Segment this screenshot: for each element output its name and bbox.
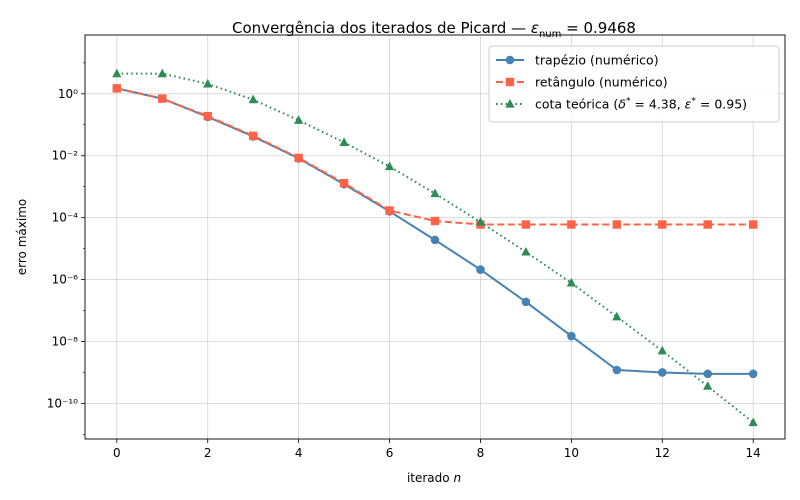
data-point [248, 94, 258, 104]
data-point [521, 246, 531, 256]
data-point [657, 368, 667, 377]
data-point [385, 206, 394, 215]
data-point [203, 78, 213, 88]
series-line [116, 72, 754, 424]
data-point [112, 84, 122, 93]
legend-box [488, 45, 780, 123]
series-line [116, 87, 754, 375]
x-tick-label: 12 [655, 446, 670, 460]
x-tick-label: 10 [564, 446, 579, 460]
legend: trapézio (numérico) retângulo (numérico) c… [488, 45, 780, 123]
data-point [748, 417, 758, 427]
x-tick-label: 14 [746, 446, 761, 460]
data-point [567, 331, 576, 341]
data-point [748, 369, 758, 379]
legend-marker [505, 77, 515, 87]
data-point [612, 311, 622, 321]
data-point [658, 220, 667, 229]
y-tick-label: 10⁻⁶ [52, 273, 79, 287]
data-point [384, 161, 395, 171]
legend-label: trapézio (numérico) [535, 53, 659, 68]
data-point [294, 115, 304, 124]
data-point [157, 68, 167, 78]
data-point [248, 131, 258, 141]
data-point [430, 188, 440, 198]
y-axis-label: erro máximo [15, 199, 29, 275]
data-point [657, 345, 667, 355]
x-axis-label: iterado n [407, 471, 461, 485]
y-tick-label: 10⁻¹⁰ [47, 396, 78, 410]
legend-label: cota teórica (δ* = 4.38, ε* = 0.95) [535, 97, 747, 112]
legend-marker [505, 55, 515, 65]
x-tick-label: 4 [295, 446, 303, 460]
y-tick-label: 10⁻⁴ [52, 211, 79, 225]
data-point [339, 178, 349, 188]
data-point [158, 94, 167, 103]
x-tick-label: 0 [113, 446, 121, 460]
data-point [703, 220, 712, 229]
legend-label: retângulo (numérico) [535, 75, 668, 90]
data-point [203, 111, 212, 121]
x-tick-label: 8 [477, 446, 485, 460]
ticks: 0 2 4 6 8 10 12 14 10⁰ 10⁻² 10⁻⁴ 10⁻⁶ 10⁻⁸ 10⁻¹⁰ [47, 62, 761, 460]
data-point [612, 365, 622, 375]
data-point [430, 216, 440, 226]
data-point [475, 217, 486, 226]
data-point [521, 220, 531, 229]
data-point [476, 265, 485, 274]
data-point [521, 297, 531, 307]
series-1 [112, 84, 758, 379]
y-tick-label: 10⁻² [52, 149, 79, 163]
series-3 [112, 68, 758, 427]
data-point [612, 220, 622, 229]
data-point [703, 381, 713, 390]
series-layer [112, 68, 758, 427]
y-tick-label: 10⁻⁸ [52, 334, 79, 348]
x-tick-label: 6 [386, 446, 394, 460]
series-2 [112, 84, 758, 229]
chart-title: Convergência dos iterados de Picard — εn… [232, 19, 636, 40]
data-point [339, 137, 349, 146]
data-point [703, 369, 713, 379]
data-point [566, 277, 576, 287]
plot-frame [84, 34, 786, 440]
y-tick-label: 10⁰ [58, 87, 78, 101]
legend-marker [505, 99, 515, 108]
data-point [430, 235, 440, 245]
data-point [112, 68, 122, 78]
data-point [748, 220, 758, 229]
data-point [294, 153, 303, 163]
data-point [567, 220, 576, 229]
x-tick-label: 2 [204, 446, 212, 460]
